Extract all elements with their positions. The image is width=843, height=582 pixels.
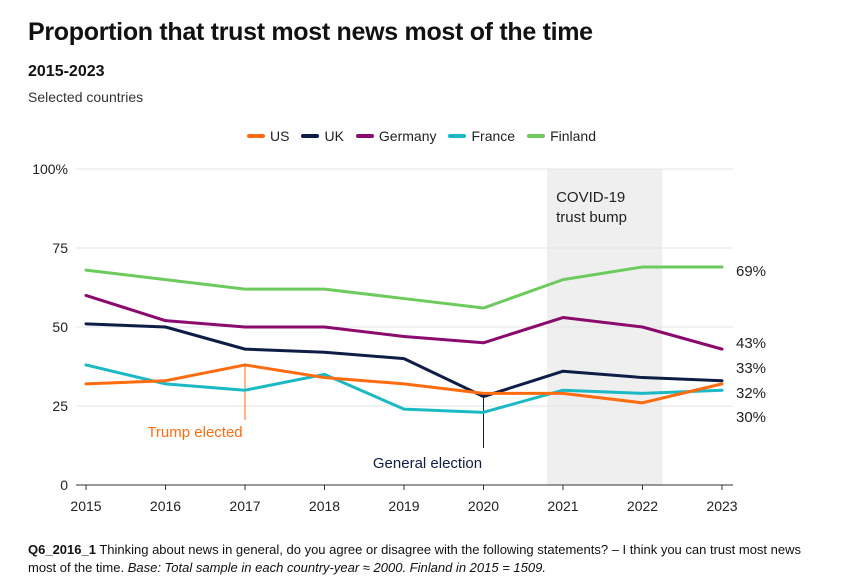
legend-swatch (301, 134, 320, 138)
legend-swatch (355, 134, 374, 138)
legend-label: France (471, 128, 516, 144)
legend-swatch (247, 134, 265, 138)
general-election-label: General election (373, 455, 482, 472)
legend-item-germany: Germany (355, 128, 437, 144)
y-tick-label: 50 (52, 319, 68, 335)
legend-swatch (527, 134, 546, 138)
covid-annotation-text: COVID-19 (556, 189, 625, 206)
x-tick-label: 2020 (468, 498, 499, 514)
chart-subtitle: 2015-2023 (28, 63, 105, 80)
footnote-base: Base: Total sample in each country-year … (127, 560, 546, 575)
chart-caption: Selected countries (28, 89, 144, 105)
end-label-uk: 33% (736, 360, 766, 377)
legend-swatch (448, 134, 467, 138)
legend-item-uk: UK (301, 128, 344, 144)
y-tick-label: 100% (32, 161, 68, 177)
footnote: Q6_2016_1 Thinking about news in general… (28, 541, 828, 577)
x-tick-label: 2023 (706, 498, 737, 514)
x-tick-label: 2018 (309, 498, 340, 514)
x-tick-label: 2021 (547, 498, 578, 514)
end-label-germany: 43% (736, 335, 766, 352)
legend-label: Finland (550, 128, 596, 144)
trump-elected-label: Trump elected (147, 424, 242, 441)
line-chart: 0 25 50 75 100% 2015 2016 2017 2018 2019 2020 2021 2… (32, 161, 766, 514)
legend: US UK Germany France Finland (0, 128, 843, 144)
x-tick-label: 2015 (70, 498, 101, 514)
y-tick-label: 0 (60, 477, 68, 493)
x-tick-label: 2022 (627, 498, 658, 514)
footnote-question: Thinking about news in general, do you a… (28, 542, 801, 575)
legend-label: UK (324, 128, 344, 144)
covid-annotation-text: trust bump (556, 209, 627, 226)
chart-title: Proportion that trust most news most of … (28, 18, 593, 46)
legend-item-finland: Finland (527, 128, 596, 144)
footnote-code: Q6_2016_1 (28, 542, 96, 557)
y-tick-label: 25 (52, 398, 68, 414)
end-label-france: 30% (736, 409, 766, 426)
y-tick-label: 75 (52, 240, 68, 256)
x-tick-label: 2019 (388, 498, 419, 514)
legend-item-us: US (247, 128, 289, 144)
end-label-finland: 69% (736, 263, 766, 280)
x-tick-label: 2016 (150, 498, 181, 514)
legend-item-france: France (448, 128, 515, 144)
end-label-us: 32% (736, 385, 766, 402)
legend-label: US (270, 128, 290, 144)
legend-label: Germany (378, 128, 437, 144)
x-tick-label: 2017 (229, 498, 260, 514)
